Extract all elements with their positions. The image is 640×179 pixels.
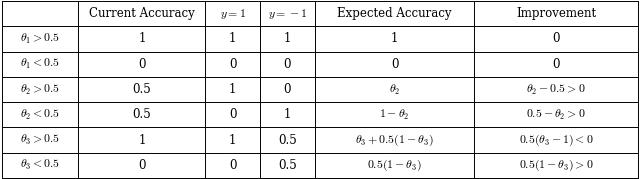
- Text: $\theta_2 < 0.5$: $\theta_2 < 0.5$: [20, 108, 60, 122]
- Text: 0.5: 0.5: [278, 134, 297, 147]
- Text: 1: 1: [391, 32, 398, 45]
- Text: 0: 0: [138, 159, 146, 172]
- Text: $\theta_2 > 0.5$: $\theta_2 > 0.5$: [20, 83, 60, 96]
- Text: 0: 0: [229, 58, 237, 71]
- Text: 1: 1: [229, 83, 236, 96]
- Text: 0: 0: [284, 58, 291, 71]
- Text: $\theta_2 - 0.5 > 0$: $\theta_2 - 0.5 > 0$: [527, 83, 586, 96]
- Text: Current Accuracy: Current Accuracy: [89, 7, 195, 20]
- Text: $\theta_3 < 0.5$: $\theta_3 < 0.5$: [20, 158, 60, 172]
- Text: 0: 0: [229, 159, 237, 172]
- Text: 1: 1: [229, 134, 236, 147]
- Text: $0.5 - \theta_2 > 0$: $0.5 - \theta_2 > 0$: [527, 108, 586, 122]
- Text: $y=-1$: $y=-1$: [268, 7, 307, 21]
- Text: 0: 0: [552, 58, 560, 71]
- Text: $\theta_1 > 0.5$: $\theta_1 > 0.5$: [20, 32, 60, 46]
- Text: 0: 0: [229, 108, 237, 121]
- Text: $\theta_2$: $\theta_2$: [389, 83, 400, 96]
- Text: 0.5: 0.5: [132, 108, 151, 121]
- Text: $\theta_3 > 0.5$: $\theta_3 > 0.5$: [20, 133, 60, 147]
- Text: 1: 1: [138, 32, 145, 45]
- Text: 0.5: 0.5: [132, 83, 151, 96]
- Text: $0.5(1 - \theta_3) > 0$: $0.5(1 - \theta_3) > 0$: [519, 158, 594, 173]
- Text: $1 - \theta_2$: $1 - \theta_2$: [380, 108, 410, 122]
- Text: $0.5(\theta_3 - 1) < 0$: $0.5(\theta_3 - 1) < 0$: [519, 132, 594, 148]
- Text: 0: 0: [391, 58, 398, 71]
- Text: $\theta_3 + 0.5(1 - \theta_3)$: $\theta_3 + 0.5(1 - \theta_3)$: [355, 132, 434, 148]
- Text: 0: 0: [284, 83, 291, 96]
- Text: 1: 1: [284, 32, 291, 45]
- Text: 1: 1: [138, 134, 145, 147]
- Text: Expected Accuracy: Expected Accuracy: [337, 7, 452, 20]
- Text: $\theta_1 < 0.5$: $\theta_1 < 0.5$: [20, 57, 60, 71]
- Text: 1: 1: [229, 32, 236, 45]
- Text: 1: 1: [284, 108, 291, 121]
- Text: 0.5: 0.5: [278, 159, 297, 172]
- Text: $0.5(1 - \theta_3)$: $0.5(1 - \theta_3)$: [367, 158, 422, 173]
- Text: Improvement: Improvement: [516, 7, 596, 20]
- Text: 0: 0: [552, 32, 560, 45]
- Text: 0: 0: [138, 58, 146, 71]
- Text: $y=1$: $y=1$: [220, 7, 246, 21]
